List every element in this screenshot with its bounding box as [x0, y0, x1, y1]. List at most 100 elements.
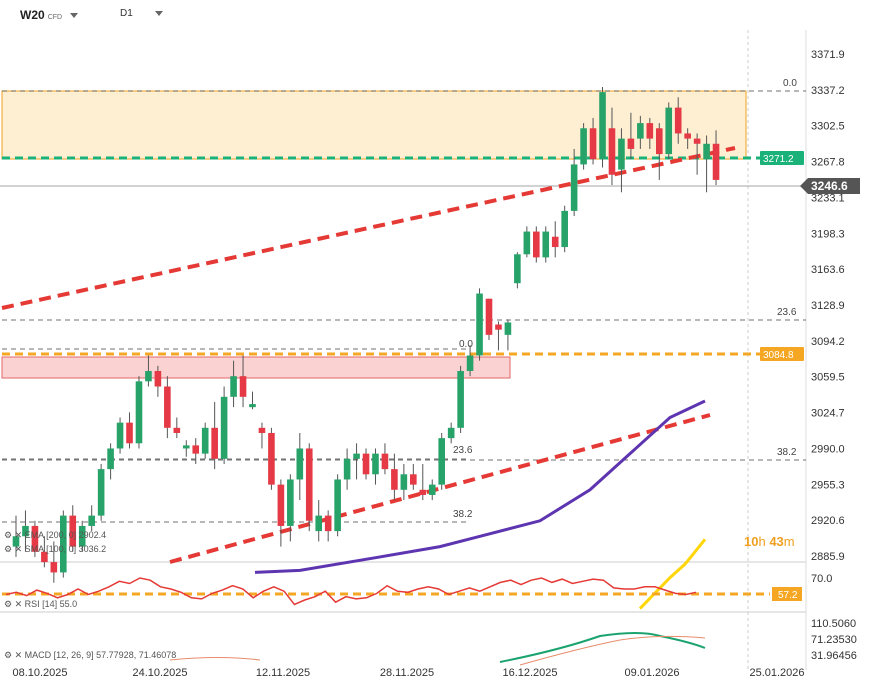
candle-body [703, 143, 710, 160]
candle [599, 86, 606, 168]
macd-tick-label: 31.96456 [811, 650, 857, 662]
candle-body [391, 469, 398, 490]
candle [533, 226, 540, 263]
candle-body [192, 445, 200, 454]
candle [31, 520, 39, 557]
settings-icon: ⚙ ✕ [4, 599, 25, 609]
candle [315, 500, 323, 542]
rsi-legend[interactable]: ⚙ ✕ RSI [14] 55.0 [4, 599, 77, 610]
price-tick-label: 3371.9 [811, 49, 845, 61]
candle-body [268, 432, 275, 485]
macd-legend[interactable]: ⚙ ✕ MACD [12, 26, 9] 57.77928, 71.46078 [4, 650, 176, 661]
fib-label: 0.0 [459, 339, 473, 350]
date-tick-label: 08.10.2025 [12, 667, 67, 679]
candle [627, 112, 635, 160]
resistance-price-tag: 3271.2 [760, 151, 804, 165]
candle-body [315, 515, 323, 532]
candle-body [239, 376, 247, 397]
date-tick-label: 09.01.2026 [624, 667, 679, 679]
upper-trend-line [1, 146, 736, 310]
symbol-selector[interactable]: W20 CFD [20, 8, 79, 22]
chevron-down-icon [70, 13, 79, 19]
candle-body [69, 515, 77, 547]
price-tick-label: 3233.1 [811, 192, 845, 204]
candle-body [485, 298, 493, 335]
candle [353, 443, 360, 480]
indicator-lines [254, 399, 707, 610]
current-price-tag: 3246.6 [800, 178, 860, 194]
symbol-type: CFD [47, 14, 63, 21]
candle [618, 128, 625, 193]
candle-body [400, 474, 408, 490]
candle [230, 360, 237, 408]
candle-body [646, 123, 654, 139]
settings-icon: ⚙ ✕ [4, 544, 25, 554]
candle-body [438, 438, 445, 485]
current-price-tag-text: 3246.6 [811, 179, 848, 193]
candle-body [599, 92, 606, 160]
candle-body [116, 422, 124, 449]
candle [334, 474, 341, 537]
sub-panels: 70.0 57.2 110.5060 71.23530 31.96456 [2, 573, 857, 666]
sma-legend[interactable]: ⚙ ✕ SMA [100, 0] 3036.2 [4, 544, 106, 555]
price-tick-label: 3059.5 [811, 372, 845, 384]
candle-body [78, 525, 86, 547]
candle [391, 453, 398, 501]
sma-legend-label: SMA [100, 0] 3036.2 [24, 544, 107, 554]
candle-body [693, 138, 701, 144]
candle [684, 128, 691, 149]
rsi-line [5, 577, 697, 606]
candle [277, 479, 285, 547]
candle-body [428, 484, 436, 495]
candle-body [220, 396, 228, 459]
candle [514, 252, 521, 289]
candle-body [258, 427, 266, 433]
candle-body [589, 128, 597, 160]
candle-body [41, 551, 48, 563]
candle [211, 401, 218, 470]
ema-legend[interactable]: ⚙ ✕ EMA [200, 0] 2902.4 [4, 530, 106, 541]
candle-body [31, 525, 39, 552]
candle-timer: 10h 43m [744, 534, 795, 549]
candle [646, 117, 654, 149]
candle-body [305, 448, 313, 521]
candle-body [655, 128, 663, 155]
price-tick-label: 2885.9 [811, 551, 845, 563]
candle [608, 107, 616, 186]
candle [466, 345, 474, 377]
candle [561, 205, 568, 253]
timeframe-selector[interactable]: D1 [120, 8, 163, 19]
candle [249, 391, 256, 410]
candle [201, 422, 209, 459]
candle-body [466, 355, 474, 372]
candle [12, 515, 20, 557]
candle-body [457, 371, 464, 428]
price-tick-label: 3198.3 [811, 228, 845, 240]
candle-body [164, 386, 171, 428]
candle-body [201, 427, 209, 454]
candle-body [447, 427, 455, 439]
macd-line [499, 632, 706, 663]
candle [428, 479, 436, 501]
candle-body [684, 133, 691, 139]
candle [88, 505, 95, 532]
candle-body [135, 381, 143, 444]
price-tick-label: 2990.0 [811, 443, 845, 455]
candle [674, 97, 682, 144]
candle [693, 133, 701, 175]
price-tick-label: 3337.2 [811, 85, 845, 97]
rsi-legend-label: RSI [14] 55.0 [24, 599, 78, 609]
current-price-tag-bg [800, 178, 860, 194]
candle [287, 474, 294, 542]
rsi-tag-bg [772, 587, 802, 601]
candle [485, 298, 493, 341]
candle [495, 321, 502, 351]
candle [324, 510, 332, 542]
candle [447, 422, 455, 444]
settings-icon: ⚙ ✕ [4, 650, 25, 660]
timeframe-label: D1 [120, 8, 133, 19]
fib-label: 23.6 [453, 445, 473, 456]
candle [637, 115, 644, 149]
candle [570, 148, 578, 217]
